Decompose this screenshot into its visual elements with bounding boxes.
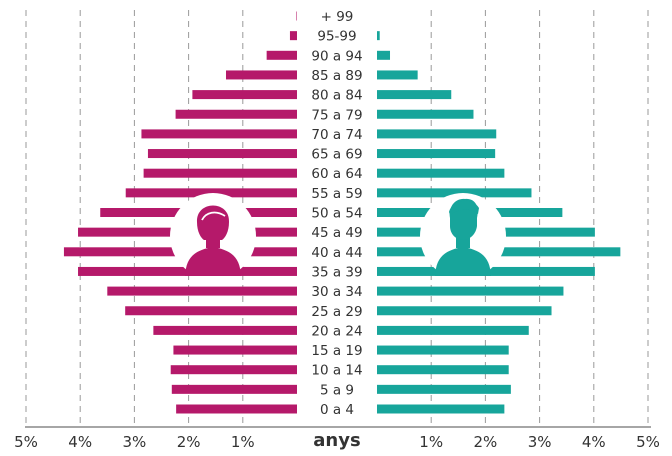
- age-label: 95-99: [317, 29, 356, 45]
- bar-right: [377, 149, 496, 159]
- female-icon: [170, 193, 256, 279]
- bar-right: [377, 404, 505, 414]
- bar-left: [143, 168, 297, 178]
- bar-left: [192, 90, 297, 100]
- bar-right: [377, 306, 552, 316]
- bar-left: [125, 188, 297, 198]
- bar-left: [296, 11, 297, 21]
- age-label: 35 a 39: [311, 264, 362, 280]
- gridlines: [25, 10, 649, 427]
- bar-right: [377, 129, 497, 139]
- x-tick-label: 3%: [528, 433, 552, 451]
- bar-right: [377, 50, 391, 60]
- bar-left: [266, 50, 297, 60]
- bar-left: [171, 384, 297, 394]
- bar-right: [377, 345, 509, 355]
- x-tick-label: 1%: [231, 433, 255, 451]
- age-label: 55 a 59: [311, 186, 362, 202]
- bar-left: [173, 345, 297, 355]
- bar-left: [176, 404, 297, 414]
- age-label: 30 a 34: [311, 284, 362, 300]
- gender-icons: [170, 193, 506, 279]
- age-label: 5 a 9: [320, 382, 354, 398]
- bar-left: [141, 129, 297, 139]
- bar-right: [377, 365, 509, 375]
- x-tick-label: 4%: [582, 433, 606, 451]
- bar-right: [377, 168, 505, 178]
- x-tick-label: 1%: [419, 433, 443, 451]
- x-axis-unit-label: anys: [313, 430, 360, 451]
- age-label: 90 a 94: [311, 48, 362, 64]
- x-tick-label: 3%: [123, 433, 147, 451]
- age-label: 45 a 49: [311, 225, 362, 241]
- age-label: 40 a 44: [311, 245, 362, 261]
- x-tick-label: 5%: [14, 433, 38, 451]
- bar-left: [125, 306, 297, 316]
- age-label: 75 a 79: [311, 107, 362, 123]
- x-tick-label: 4%: [68, 433, 92, 451]
- bar-left: [225, 70, 297, 80]
- age-labels: 0 a 4 5 a 9 10 a 14 15 a 19 20 a 24 25 a 29 30…: [311, 9, 362, 418]
- male-icon: [420, 193, 506, 279]
- age-label: 0 a 4: [320, 402, 354, 418]
- bar-right: [377, 70, 418, 80]
- age-label: 70 a 74: [311, 127, 362, 143]
- x-tick-label: 2%: [474, 433, 498, 451]
- bar-right: [377, 90, 452, 100]
- bar-left: [170, 365, 297, 375]
- bar-left: [175, 109, 297, 119]
- bar-left: [153, 325, 297, 335]
- age-label: + 99: [321, 9, 354, 25]
- bar-right: [377, 325, 529, 335]
- x-tick-label: 2%: [177, 433, 201, 451]
- bar-left: [107, 286, 297, 296]
- age-label: 10 a 14: [311, 363, 362, 379]
- x-axis: 5% 4% 3% 2% 1% 1% 2% 3% 4% 5% anys: [14, 426, 660, 451]
- age-label: 25 a 29: [311, 304, 362, 320]
- age-label: 50 a 54: [311, 206, 362, 222]
- bar-right: [377, 109, 474, 119]
- age-label: 20 a 24: [311, 323, 362, 339]
- bar-right: [377, 286, 564, 296]
- age-label: 80 a 84: [311, 88, 362, 104]
- bar-right: [377, 188, 532, 198]
- bar-right: [377, 384, 511, 394]
- age-label: 85 a 89: [311, 68, 362, 84]
- age-label: 15 a 19: [311, 343, 362, 359]
- bar-left: [289, 31, 297, 41]
- bar-left: [147, 149, 297, 159]
- x-tick-label: 5%: [636, 433, 660, 451]
- age-label: 60 a 64: [311, 166, 362, 182]
- bar-right: [377, 31, 380, 41]
- age-label: 65 a 69: [311, 147, 362, 163]
